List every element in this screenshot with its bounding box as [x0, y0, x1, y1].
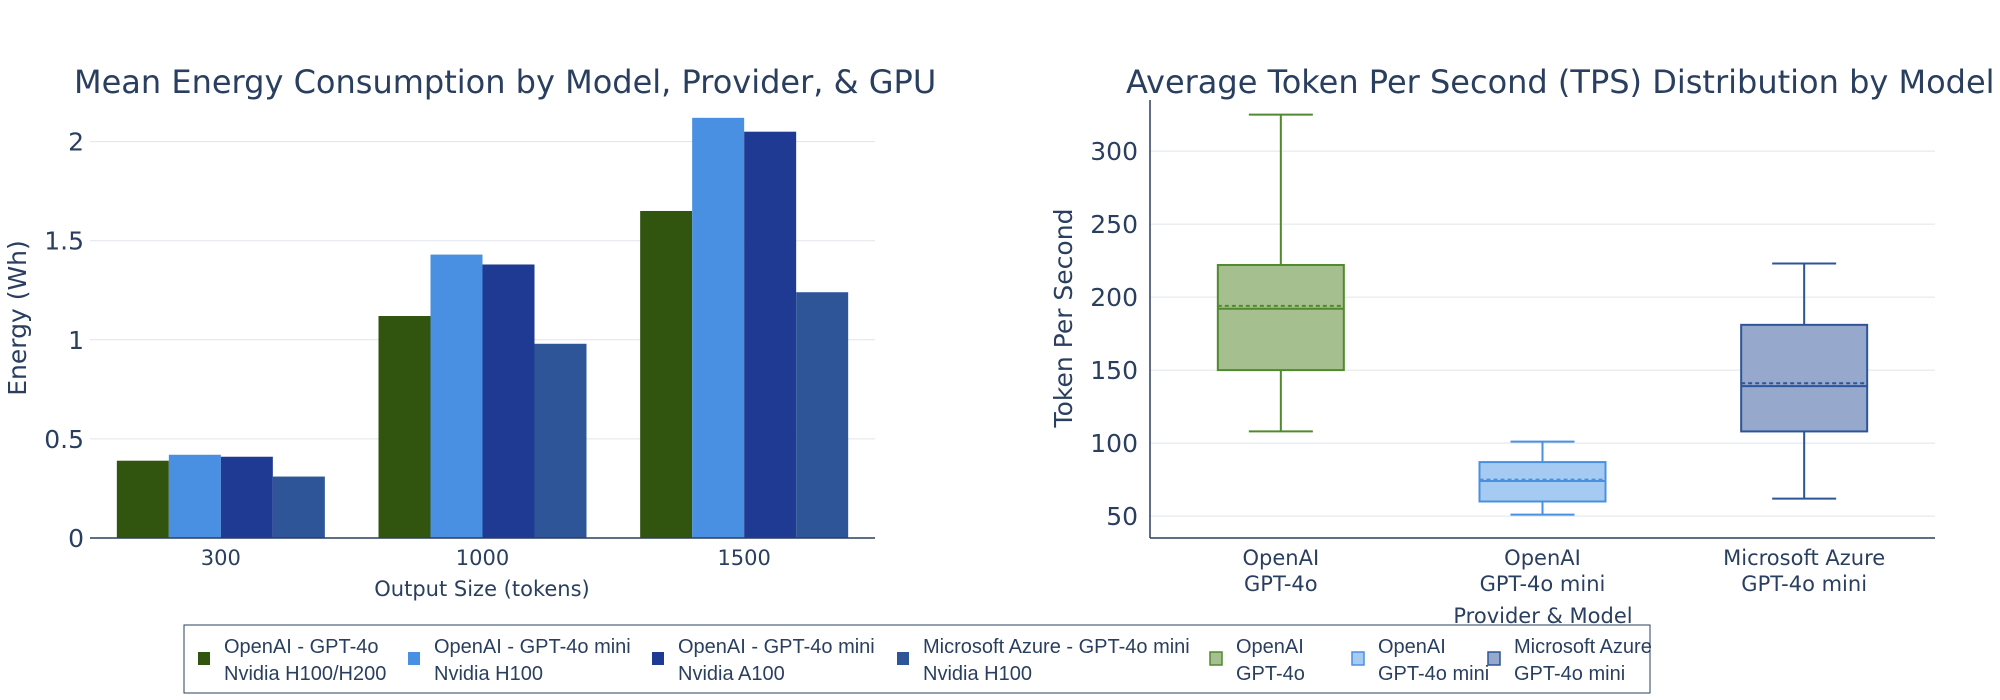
box-chart: Average Token Per Second (TPS) Distribut… [1049, 63, 1995, 628]
legend-item-5: OpenAI GPT-4o mini [1351, 636, 1489, 685]
bar-chart-y-tick-label: 1.5 [44, 227, 84, 256]
legend-label-line2: Nvidia H100 [923, 663, 1032, 685]
bar-300-series-1 [168, 454, 221, 538]
bar-300-series-3 [272, 476, 325, 538]
bar-chart-x-tick-label: 1500 [717, 546, 770, 570]
legend-swatch [652, 652, 664, 665]
legend-swatch [198, 652, 210, 665]
bar-chart: Mean Energy Consumption by Model, Provid… [3, 63, 936, 601]
legend-swatch [897, 652, 909, 665]
legend-item-2: OpenAI - GPT-4o mini Nvidia A100 [652, 636, 875, 685]
bar-1000-series-0 [378, 316, 431, 538]
legend-item-3: Microsoft Azure - GPT-4o mini Nvidia H100 [897, 636, 1190, 685]
legend-label-line1: OpenAI [1236, 636, 1304, 658]
box-chart-x-tick-label-line1: Microsoft Azure [1723, 546, 1885, 570]
legend-item-4: OpenAI GPT-4o [1209, 636, 1305, 685]
legend-label-line2: Nvidia A100 [678, 663, 785, 685]
box-chart-x-axis-title: Provider & Model [1453, 604, 1632, 628]
box-chart-y-tick-label: 100 [1090, 429, 1138, 458]
bar-chart-y-tick-label: 0.5 [44, 425, 84, 454]
legend-item-1: OpenAI - GPT-4o mini Nvidia H100 [408, 636, 631, 685]
legend-label-line1: OpenAI - GPT-4o [224, 636, 379, 658]
bar-1500-series-1 [692, 117, 745, 538]
bar-chart-y-axis-title: Energy (Wh) [3, 240, 32, 396]
legend-label-line2: GPT-4o mini [1514, 663, 1625, 685]
legend-item-6: Microsoft Azure GPT-4o mini [1487, 636, 1652, 685]
legend-label-line2: GPT-4o [1236, 663, 1305, 685]
box-chart-x-tick-label-line2: GPT-4o mini [1741, 572, 1867, 596]
bar-300-series-0 [116, 460, 169, 538]
bar-chart-y-ticks: 0 0.5 1 1.5 2 [44, 128, 84, 553]
box-chart-y-tick-label: 300 [1090, 137, 1138, 166]
bar-1500-series-0 [640, 210, 693, 539]
legend-swatch [408, 652, 420, 665]
legend-label-line2: Nvidia H100 [434, 663, 543, 685]
bar-chart-y-tick-label: 0 [68, 524, 84, 553]
bar-chart-title: Mean Energy Consumption by Model, Provid… [74, 63, 936, 101]
bar-chart-y-tick-label: 1 [68, 326, 84, 355]
box-chart-title: Average Token Per Second (TPS) Distribut… [1126, 63, 1995, 101]
legend-label-line2: GPT-4o mini [1378, 663, 1489, 685]
legend-label-line1: OpenAI - GPT-4o mini [678, 636, 875, 658]
box-chart-y-tick-label: 250 [1090, 210, 1138, 239]
box-chart-boxes [1216, 113, 1869, 516]
legend-item-0: OpenAI - GPT-4o Nvidia H100/H200 [198, 636, 386, 685]
bar-chart-x-ticks: 300 1000 1500 [201, 546, 771, 570]
legend-frame [183, 624, 1651, 694]
legend-swatch [1487, 651, 1501, 666]
bar-chart-x-axis-title: Output Size (tokens) [374, 577, 589, 601]
box-chart-y-tick-label: 150 [1090, 356, 1138, 385]
legend-swatch [1209, 651, 1223, 666]
box-chart-x-tick-label-line1: OpenAI [1504, 546, 1581, 570]
legend-label-line1: Microsoft Azure - GPT-4o mini [923, 636, 1190, 658]
box-chart-x-tick-label-line2: GPT-4o mini [1480, 572, 1606, 596]
legend-label-line1: OpenAI [1378, 636, 1446, 658]
box-chart-y-ticks: 50 100 150 200 250 300 [1090, 137, 1138, 531]
box-chart-x-tick-label-line2: GPT-4o [1244, 572, 1318, 596]
box-chart-y-tick-label: 50 [1106, 502, 1138, 531]
legend-label-line2: Nvidia H100/H200 [224, 663, 386, 685]
bar-1000-series-3 [534, 343, 587, 538]
bar-chart-bars [116, 117, 849, 539]
bar-1000-series-1 [430, 254, 483, 538]
legend-swatch [1351, 651, 1365, 666]
bar-1500-series-2 [744, 131, 797, 538]
box-1 [1478, 440, 1607, 516]
bar-1000-series-2 [482, 264, 535, 538]
box-chart-y-tick-label: 200 [1090, 283, 1138, 312]
box-chart-y-axis-title: Token Per Second [1049, 209, 1078, 429]
bar-chart-x-tick-label: 1000 [456, 546, 509, 570]
box-iqr [1740, 323, 1869, 433]
bar-chart-x-tick-label: 300 [201, 546, 241, 570]
legend-label-line1: OpenAI - GPT-4o mini [434, 636, 631, 658]
box-chart-x-tick-label-line1: OpenAI [1243, 546, 1320, 570]
bar-1500-series-3 [796, 292, 849, 538]
box-2 [1740, 262, 1869, 500]
legend-label-line1: Microsoft Azure [1514, 636, 1652, 658]
bar-chart-y-tick-label: 2 [68, 128, 84, 157]
bar-300-series-2 [220, 456, 273, 538]
box-iqr [1216, 263, 1345, 372]
box-0 [1216, 113, 1345, 433]
